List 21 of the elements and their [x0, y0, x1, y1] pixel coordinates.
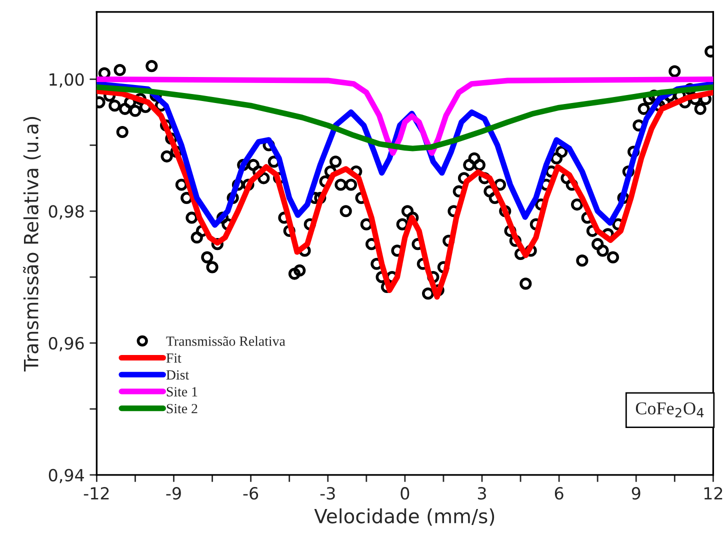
x-tick-label: 3 [478, 487, 486, 500]
x-tick-label: 6 [554, 487, 564, 500]
x-tick-label: -9 [166, 487, 181, 500]
y-tick-label: 0,96 [48, 336, 84, 352]
legend-label: Dist [166, 370, 190, 380]
x-axis-title: Velocidade (mm/s) [314, 508, 494, 526]
x-tick-label: 9 [632, 487, 640, 500]
legend-label: Site 2 [166, 404, 198, 414]
legend-label: Transmissão Relativa [166, 336, 286, 346]
x-tick-label: -3 [320, 487, 335, 500]
x-tick-label: -12 [84, 487, 109, 500]
y-tick-label: 0,94 [48, 468, 84, 484]
y-tick-label: 1,00 [50, 73, 84, 88]
legend-label: Site 1 [166, 387, 198, 396]
x-tick-label: 12 [704, 487, 722, 500]
legend-label: Fit [166, 353, 182, 363]
x-tick-label: 0 [400, 487, 410, 500]
x-tick-label: -6 [243, 487, 258, 500]
y-tick-label: 0,98 [48, 205, 84, 220]
y-axis-title: Transmissão Relativa (u.a) [23, 117, 41, 372]
annotation: CoFe$_{2}$O$_{4}$ [636, 402, 704, 418]
